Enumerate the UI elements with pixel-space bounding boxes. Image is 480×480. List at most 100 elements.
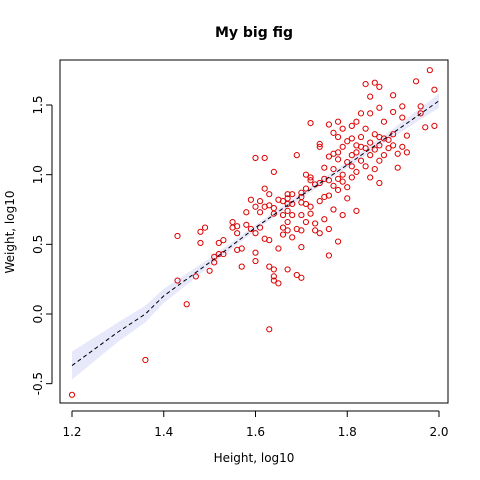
data-point [238, 245, 245, 252]
data-point [279, 198, 287, 205]
data-point [330, 206, 337, 213]
data-point [279, 231, 287, 238]
data-point [302, 185, 310, 192]
data-point [316, 143, 323, 150]
x-tick-label: 1.4 [154, 425, 173, 439]
data-point [270, 168, 277, 175]
data-point [330, 129, 337, 136]
data-point [353, 149, 360, 156]
data-point [206, 267, 213, 274]
data-point [339, 125, 346, 132]
data-point [399, 103, 406, 110]
data-point [325, 252, 332, 259]
data-point [367, 93, 374, 100]
data-point [293, 271, 300, 279]
data-point [298, 189, 305, 196]
data-point [316, 198, 323, 205]
data-point [385, 136, 392, 143]
data-point [344, 159, 351, 166]
data-point [289, 200, 296, 208]
data-point [252, 230, 259, 237]
data-point [302, 200, 310, 208]
data-point [325, 153, 332, 160]
data-point [307, 174, 314, 181]
data-point [371, 79, 378, 86]
confidence-band [72, 93, 439, 380]
data-point [339, 143, 346, 150]
data-point [256, 198, 264, 205]
x-tick-label: 1.8 [338, 425, 357, 439]
data-point [252, 249, 259, 256]
data-point [183, 301, 190, 308]
data-point [234, 223, 241, 230]
data-point [334, 118, 342, 125]
x-tick-label: 1.2 [62, 425, 81, 439]
data-point [357, 110, 365, 117]
data-point [197, 239, 204, 247]
y-axis-label: Weight, log10 [3, 191, 17, 274]
data-point [376, 104, 383, 111]
data-point [142, 356, 149, 364]
data-point [367, 152, 374, 159]
data-point [284, 227, 291, 234]
data-point [302, 171, 310, 178]
data-point [215, 250, 222, 258]
data-point [376, 83, 383, 90]
data-point [302, 218, 310, 226]
data-point [321, 164, 328, 171]
data-point [270, 273, 277, 280]
data-point [403, 132, 410, 139]
data-point [298, 244, 305, 251]
data-point [256, 209, 264, 216]
data-point [362, 163, 369, 170]
data-point [325, 192, 332, 199]
data-point [431, 122, 438, 130]
confidence-band-layer [72, 93, 439, 380]
data-point [307, 120, 314, 127]
data-point [334, 238, 342, 245]
data-point [261, 154, 268, 162]
data-point [192, 273, 199, 280]
data-point [362, 81, 369, 88]
data-point [316, 140, 323, 148]
data-point [289, 234, 296, 241]
data-point [266, 191, 273, 198]
data-point [362, 145, 369, 152]
data-point [289, 191, 296, 198]
x-tick-label: 1.6 [246, 425, 265, 439]
data-point [284, 207, 291, 214]
data-point [284, 266, 291, 273]
data-point [229, 218, 236, 226]
data-point [348, 163, 355, 170]
data-point [417, 110, 424, 117]
data-point [284, 218, 291, 226]
data-point [362, 125, 369, 132]
data-point [339, 211, 346, 219]
data-point [371, 146, 378, 153]
data-point [330, 182, 337, 189]
data-point [211, 259, 218, 266]
data-point [321, 216, 328, 223]
data-point [344, 184, 351, 191]
data-point [316, 230, 323, 237]
data-point [334, 149, 342, 156]
data-point [238, 263, 245, 270]
data-point [252, 257, 259, 265]
data-point [344, 195, 351, 202]
data-point [215, 239, 222, 247]
data-point [376, 179, 383, 187]
data-point [348, 174, 355, 181]
data-point [270, 210, 277, 217]
data-point [371, 165, 378, 173]
data-point [270, 205, 277, 212]
data-point [399, 143, 406, 150]
data-point [247, 196, 255, 203]
chart-title: My big fig [215, 25, 293, 41]
data-point [367, 139, 374, 146]
data-point [330, 165, 337, 173]
data-point [399, 114, 406, 121]
data-point [279, 211, 287, 219]
data-point [307, 210, 314, 217]
data-point [174, 232, 181, 240]
